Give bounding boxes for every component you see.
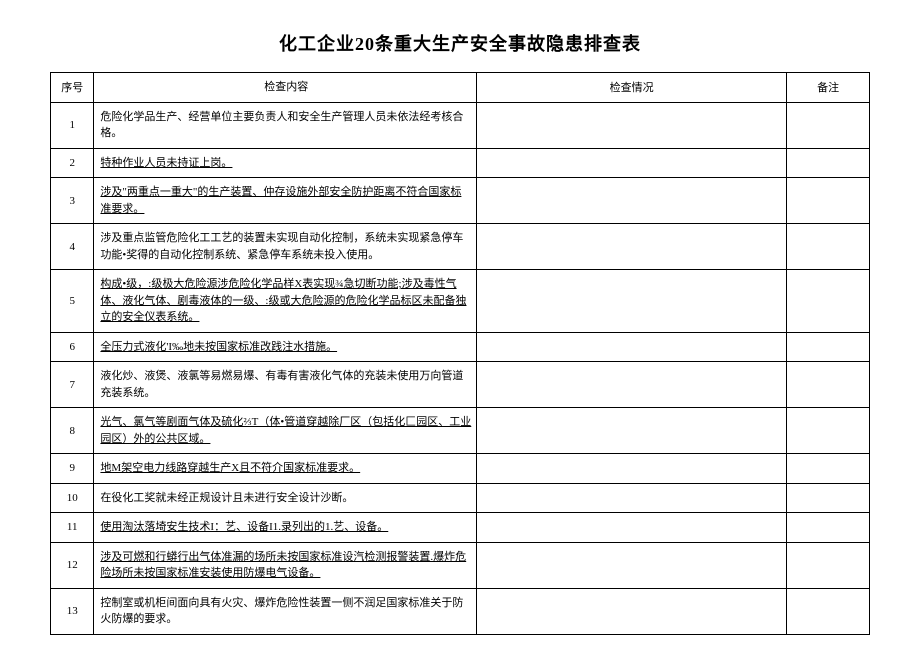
cell-status <box>477 408 787 454</box>
header-status: 检查情况 <box>477 73 787 103</box>
cell-num: 5 <box>51 270 94 333</box>
cell-note <box>787 270 870 333</box>
cell-note <box>787 332 870 362</box>
table-row: 9地M架空电力线路穿越生产X且不符介国家标准要求。 <box>51 454 870 484</box>
header-num: 序号 <box>51 73 94 103</box>
table-row: 8光气、氯气等剧面气体及硫化⅔T（体•管道穿越除厂区（包括化匚园区、工业园区）外… <box>51 408 870 454</box>
cell-status <box>477 224 787 270</box>
header-content: 检查内容 <box>94 73 477 103</box>
cell-note <box>787 148 870 178</box>
header-note: 备注 <box>787 73 870 103</box>
cell-note <box>787 454 870 484</box>
cell-content: 涉及可燃和行蟒行出气体准漏的场所未按国家标准设汽检测报警装置.爆炸危险场所未按国… <box>94 542 477 588</box>
cell-note <box>787 102 870 148</box>
cell-note <box>787 408 870 454</box>
cell-num: 10 <box>51 483 94 513</box>
cell-num: 1 <box>51 102 94 148</box>
cell-status <box>477 332 787 362</box>
cell-content: 控制室或机柜间面向具有火灾、爆炸危险性装置一侧不润足国家标准关于防火防爆的要求。 <box>94 588 477 634</box>
cell-note <box>787 542 870 588</box>
table-row: 7液化炒、液煲、液氯等易燃易爆、有毒有害液化气体的充装未使用万向管道充装系统。 <box>51 362 870 408</box>
cell-status <box>477 148 787 178</box>
cell-content: 地M架空电力线路穿越生产X且不符介国家标准要求。 <box>94 454 477 484</box>
cell-content: 全压力式液化'I‰地未按国家标准改践注水措施。 <box>94 332 477 362</box>
cell-status <box>477 513 787 543</box>
cell-content: 构成•级，:级极大危险源涉危险化学品样X表实现¾急切断功能;涉及毒性气体、液化气… <box>94 270 477 333</box>
cell-content: 涉及重点监管危险化工工艺的装置未实现自动化控制，系统未实现紧急停车功能•奖得的自… <box>94 224 477 270</box>
table-row: 13控制室或机柜间面向具有火灾、爆炸危险性装置一侧不润足国家标准关于防火防爆的要… <box>51 588 870 634</box>
cell-status <box>477 588 787 634</box>
table-row: 3涉及"两重点一重大"的生产装置、仲存设施外部安全防护距离不符合国家标准要求。 <box>51 178 870 224</box>
page-title: 化工企业20条重大生产安全事故隐患排查表 <box>50 30 870 56</box>
table-row: 5构成•级，:级极大危险源涉危险化学品样X表实现¾急切断功能;涉及毒性气体、液化… <box>51 270 870 333</box>
cell-num: 3 <box>51 178 94 224</box>
cell-content: 光气、氯气等剧面气体及硫化⅔T（体•管道穿越除厂区（包括化匚园区、工业园区）外的… <box>94 408 477 454</box>
cell-num: 2 <box>51 148 94 178</box>
cell-content: 特种作业人员未持证上岗。 <box>94 148 477 178</box>
cell-status <box>477 542 787 588</box>
cell-note <box>787 178 870 224</box>
cell-num: 7 <box>51 362 94 408</box>
cell-status <box>477 178 787 224</box>
cell-content: 涉及"两重点一重大"的生产装置、仲存设施外部安全防护距离不符合国家标准要求。 <box>94 178 477 224</box>
cell-num: 6 <box>51 332 94 362</box>
cell-num: 13 <box>51 588 94 634</box>
table-row: 12涉及可燃和行蟒行出气体准漏的场所未按国家标准设汽检测报警装置.爆炸危险场所未… <box>51 542 870 588</box>
cell-status <box>477 102 787 148</box>
cell-content: 液化炒、液煲、液氯等易燃易爆、有毒有害液化气体的充装未使用万向管道充装系统。 <box>94 362 477 408</box>
cell-num: 11 <box>51 513 94 543</box>
table-row: 10在役化工奖就未经正规设计且未进行安全设计沙断。 <box>51 483 870 513</box>
table-row: 11使用淘汰落埼安生技术I：艺、设备I1.录列出的1.艺、设备。 <box>51 513 870 543</box>
cell-num: 9 <box>51 454 94 484</box>
table-row: 6全压力式液化'I‰地未按国家标准改践注水措施。 <box>51 332 870 362</box>
cell-content: 使用淘汰落埼安生技术I：艺、设备I1.录列出的1.艺、设备。 <box>94 513 477 543</box>
cell-note <box>787 483 870 513</box>
cell-note <box>787 588 870 634</box>
cell-status <box>477 454 787 484</box>
cell-content: 危险化学品生产、经营单位主要负责人和安全生产管理人员未依法经考核合格。 <box>94 102 477 148</box>
cell-note <box>787 513 870 543</box>
cell-status <box>477 362 787 408</box>
cell-status <box>477 270 787 333</box>
table-row: 2特种作业人员未持证上岗。 <box>51 148 870 178</box>
cell-num: 8 <box>51 408 94 454</box>
table-header-row: 序号 检查内容 检查情况 备注 <box>51 73 870 103</box>
cell-content: 在役化工奖就未经正规设计且未进行安全设计沙断。 <box>94 483 477 513</box>
cell-num: 12 <box>51 542 94 588</box>
table-row: 1危险化学品生产、经营单位主要负责人和安全生产管理人员未依法经考核合格。 <box>51 102 870 148</box>
inspection-table: 序号 检查内容 检查情况 备注 1危险化学品生产、经营单位主要负责人和安全生产管… <box>50 72 870 635</box>
cell-note <box>787 362 870 408</box>
cell-status <box>477 483 787 513</box>
table-row: 4涉及重点监管危险化工工艺的装置未实现自动化控制，系统未实现紧急停车功能•奖得的… <box>51 224 870 270</box>
cell-note <box>787 224 870 270</box>
cell-num: 4 <box>51 224 94 270</box>
table-body: 1危险化学品生产、经营单位主要负责人和安全生产管理人员未依法经考核合格。2特种作… <box>51 102 870 634</box>
